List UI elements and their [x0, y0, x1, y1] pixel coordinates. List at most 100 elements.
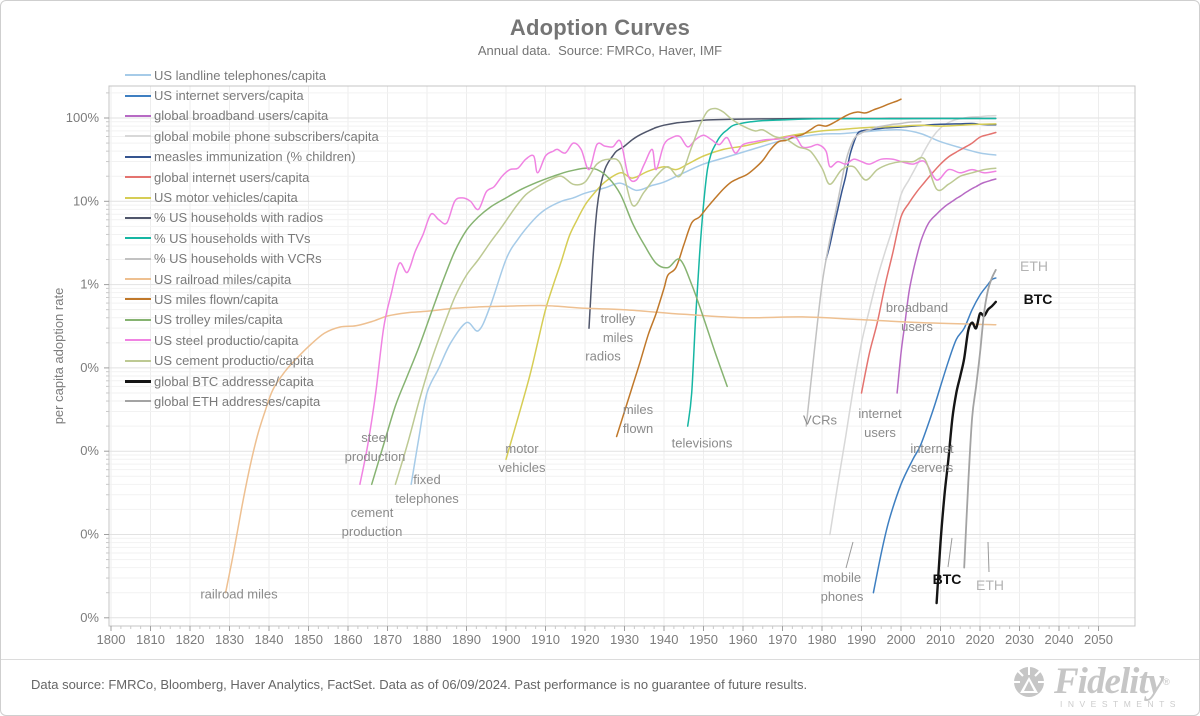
- y-tick-label: 1%: [80, 277, 99, 292]
- annotation-eth-bottom: ETH: [976, 576, 1004, 593]
- legend-item-us-miles-flown-capita: US miles flown/capita: [125, 289, 379, 309]
- x-tick-label: 1900: [492, 632, 521, 647]
- annotation-broadband-users: broadband users: [885, 300, 949, 334]
- legend-item-global-mobile-phone-subscribers-capita: global mobile phone subscribers/capita: [125, 126, 379, 146]
- x-tick-label: 2000: [887, 632, 916, 647]
- series-global-mobile-phone-subscribers-capita: [829, 114, 997, 536]
- y-axis-title: per capita adoption rate: [51, 288, 66, 425]
- legend-label: measles immunization (% children): [154, 149, 356, 165]
- series-us-cement-productio-capita: [394, 107, 997, 486]
- legend-swatch: [125, 339, 151, 342]
- legend-label: % US households with TVs: [154, 230, 311, 246]
- registered-mark: ®: [1163, 677, 1170, 687]
- x-tick-label: 1860: [334, 632, 363, 647]
- footer-disclaimer: Data source: FMRCo, Bloomberg, Haver Ana…: [31, 677, 808, 692]
- annotation-btc-top: BTC: [1023, 290, 1053, 307]
- legend-item-measles-immunization-children-: measles immunization (% children): [125, 147, 379, 167]
- leader-lines: [845, 537, 990, 573]
- legend-swatch: [125, 114, 151, 117]
- series--us-households-with-vcrs: [805, 121, 922, 427]
- annotation-televisions: televisions: [671, 435, 733, 451]
- y-tick-label: 0%: [80, 610, 99, 625]
- annotation-cement-production: cement production: [341, 505, 403, 539]
- legend-swatch: [125, 216, 151, 219]
- legend-item-us-railroad-miles-capita: US railroad miles/capita: [125, 269, 379, 289]
- legend-item-us-landline-telephones-capita: US landline telephones/capita: [125, 65, 379, 85]
- legend-label: global ETH addresses/capita: [154, 393, 321, 409]
- fidelity-logo: Fidelity ® INVESTMENTS: [1008, 661, 1183, 711]
- chart-subtitle: Annual data. Source: FMRCo, Haver, IMF: [477, 43, 723, 58]
- legend-item-global-eth-addresses-capita: global ETH addresses/capita: [125, 391, 379, 411]
- fidelity-wordmark: Fidelity: [1054, 661, 1164, 702]
- footer-divider: [1, 659, 1199, 660]
- legend-swatch: [125, 74, 151, 77]
- x-tick-label: 1960: [729, 632, 758, 647]
- legend-item-global-btc-addresse-capita: global BTC addresse/capita: [125, 371, 379, 391]
- legend-label: global mobile phone subscribers/capita: [154, 128, 379, 144]
- series-us-motor-vehicles-capita: [505, 123, 997, 461]
- annotation-eth-top: ETH: [1020, 257, 1048, 274]
- legend-swatch: [125, 318, 151, 321]
- legend-label: US motor vehicles/capita: [154, 190, 298, 206]
- series-us-railroad-miles-capita: [224, 304, 997, 594]
- x-tick-label: 2030: [1005, 632, 1034, 647]
- legend-label: US miles flown/capita: [154, 291, 279, 307]
- legend-label: % US households with radios: [154, 210, 324, 226]
- legend-swatch: [125, 155, 151, 158]
- x-tick-label: 1840: [255, 632, 284, 647]
- annotation-radios: radios: [585, 348, 621, 364]
- legend-label: US cement productio/capita: [154, 353, 314, 369]
- series-us-trolley-miles-capita: [370, 167, 728, 486]
- annotation-motor-vehicles: motor vehicles: [498, 441, 546, 475]
- chart-title: Adoption Curves: [509, 15, 691, 40]
- series-global-internet-users-capita: [860, 131, 997, 394]
- legend-item-us-trolley-miles-capita: US trolley miles/capita: [125, 310, 379, 330]
- annotation-vcrs: VCRs: [803, 412, 837, 428]
- legend-swatch: [125, 400, 151, 403]
- fidelity-pyramid-icon: [1012, 665, 1046, 697]
- series-measles-immunization-children-: [825, 122, 997, 261]
- x-tick-label: 1830: [215, 632, 244, 647]
- legend-item-us-cement-productio-capita: US cement productio/capita: [125, 350, 379, 370]
- legend-swatch: [125, 94, 151, 97]
- legend-swatch: [125, 135, 151, 138]
- series-us-internet-servers-capita: [872, 277, 997, 594]
- legend-item-us-internet-servers-capita: US internet servers/capita: [125, 85, 379, 105]
- x-tick-label: 1910: [531, 632, 560, 647]
- annotation-internet-servers: internet servers: [910, 441, 954, 475]
- legend-label: US steel productio/capita: [154, 332, 299, 348]
- legend-label: global BTC addresse/capita: [154, 373, 314, 389]
- y-tick-label: 0%: [80, 443, 99, 458]
- legend-item-us-motor-vehicles-capita: US motor vehicles/capita: [125, 187, 379, 207]
- x-tick-label: 1950: [689, 632, 718, 647]
- legend-swatch: [125, 237, 151, 240]
- legend-swatch: [125, 278, 151, 281]
- y-tick-label: 100%: [66, 110, 100, 125]
- annotation-btc-bottom: BTC: [932, 570, 962, 587]
- legend-label: US railroad miles/capita: [154, 271, 292, 287]
- x-tick-label: 1940: [650, 632, 679, 647]
- x-tick-label: 1930: [610, 632, 639, 647]
- x-tick-label: 1810: [136, 632, 165, 647]
- legend-swatch: [125, 257, 151, 260]
- series--us-households-with-tvs: [686, 117, 997, 427]
- annotation-steel-production: steel production: [344, 430, 406, 464]
- x-tick-label: 2040: [1045, 632, 1074, 647]
- x-tick-label: 1820: [176, 632, 205, 647]
- x-tick-label: 1800: [97, 632, 126, 647]
- x-tick-label: 1980: [808, 632, 837, 647]
- legend-item-global-internet-users-capita: global internet users/capita: [125, 167, 379, 187]
- legend-swatch: [125, 196, 151, 199]
- legend-label: % US households with VCRs: [154, 251, 322, 267]
- x-tick-label: 1920: [571, 632, 600, 647]
- legend-label: global internet users/capita: [154, 169, 310, 185]
- series-us-steel-productio-capita: [359, 134, 997, 486]
- x-tick-label: 2020: [966, 632, 995, 647]
- x-tick-label: 1880: [413, 632, 442, 647]
- y-tick-label: 0%: [80, 527, 99, 542]
- legend-label: global broadband users/capita: [154, 108, 329, 124]
- series-lines: [224, 98, 997, 605]
- x-tick-label: 1970: [768, 632, 797, 647]
- annotation-mobile-phones: mobile phones: [820, 570, 864, 604]
